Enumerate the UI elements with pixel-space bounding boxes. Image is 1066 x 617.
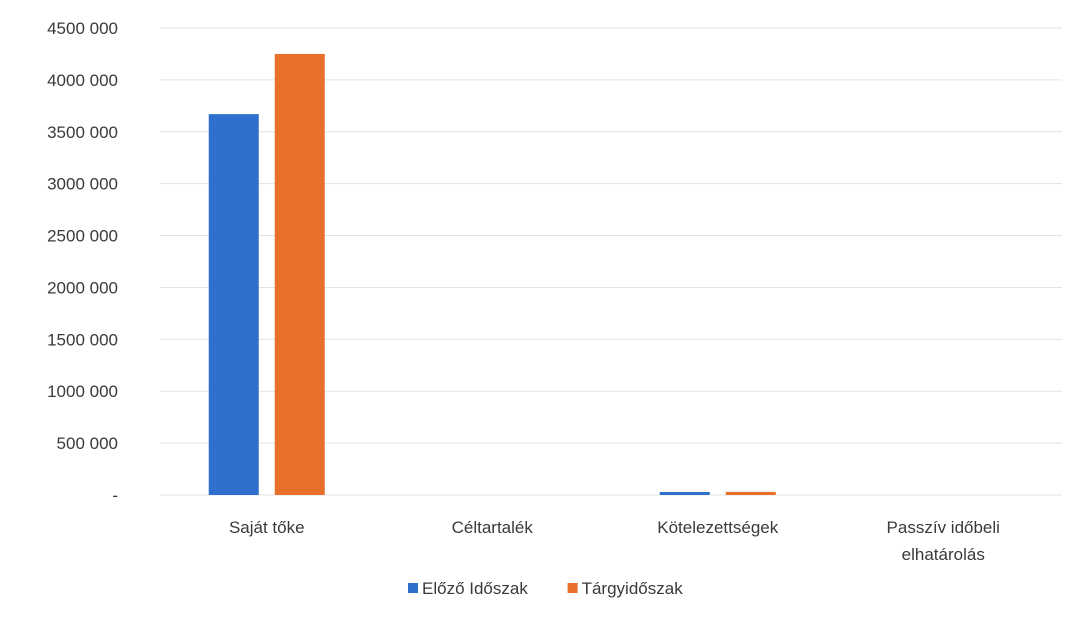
bar-current-2 (725, 491, 776, 495)
y-tick-label: 500 000 (57, 434, 118, 453)
bars (208, 53, 776, 495)
bar-previous-2 (659, 492, 710, 495)
y-tick-label: 1000 000 (47, 382, 118, 401)
y-tick-label: 4500 000 (47, 19, 118, 38)
y-tick-label: 3000 000 (47, 175, 118, 194)
y-tick-label: 2500 000 (47, 227, 118, 246)
legend: Előző Időszak Tárgyidőszak (408, 579, 683, 598)
category-label: Céltartalék (452, 518, 534, 537)
category-label: Kötelezettségek (657, 518, 778, 537)
category-labels: Saját tőke Céltartalék Kötelezettségek Pass… (229, 518, 1000, 564)
category-label: elhatárolás (902, 545, 985, 564)
category-label: Passzív időbeli (887, 518, 1000, 537)
legend-swatch-0 (408, 583, 418, 593)
category-label: Saját tőke (229, 518, 305, 537)
bar-previous-0 (208, 114, 259, 495)
bar-current-0 (274, 53, 325, 495)
y-tick-label: 1500 000 (47, 330, 118, 349)
y-tick-label: - (112, 486, 118, 505)
y-tick-label: 2000 000 (47, 278, 118, 297)
y-axis-tick-labels: - 500 000 1000 000 1500 000 2000 000 2500 000… (47, 19, 118, 505)
y-tick-label: 3500 000 (47, 123, 118, 142)
legend-swatch-1 (567, 583, 578, 593)
legend-label-1: Tárgyidőszak (582, 579, 684, 598)
legend-label-0: Előző Időszak (422, 579, 528, 598)
y-tick-label: 4000 000 (47, 71, 118, 90)
